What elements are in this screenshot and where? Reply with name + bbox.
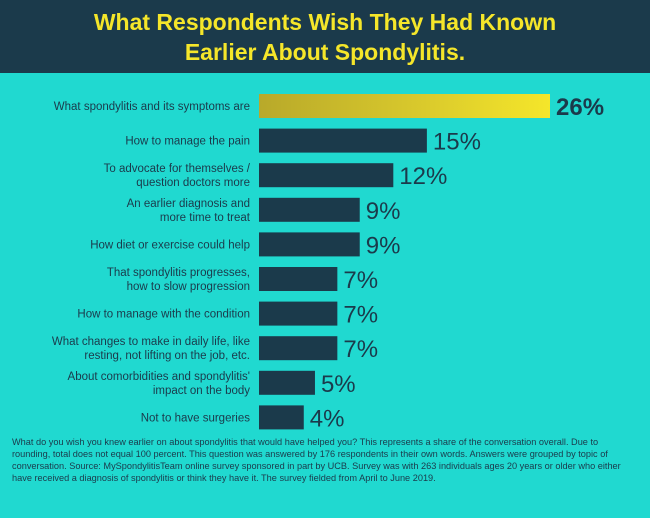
value-label-6: 7% [343,302,378,329]
value-label-7: 7% [343,336,378,363]
chart-title-line-2: Earlier About Spondylitis. [184,38,466,65]
category-label-5: That spondylitis progresses, how to slow … [107,267,250,293]
chart-title-line-1: What Respondents Wish They Had Known [93,8,557,35]
bar-7 [259,336,338,361]
value-label-3: 9% [366,198,401,225]
bar-1 [259,128,427,153]
bar-5 [259,267,338,291]
bar-4 [259,232,360,257]
category-label-8: About comorbidities and spondylitis' impa… [68,371,251,397]
category-label-9: Not to have surgeries [141,412,251,424]
category-label-1: How to manage the pain [125,136,250,148]
bar-8 [259,370,315,395]
bar-2 [259,163,394,188]
category-label-3: An earlier diagnosis and more time to tre… [127,198,251,224]
value-label-1: 15% [433,129,481,156]
value-label-0: 26% [556,94,604,121]
value-label-4: 9% [366,232,401,259]
category-label-4: How diet or exercise could help [90,239,250,251]
category-label-2: To advocate for themselves / question doc… [104,163,251,189]
bar-0 [259,94,550,118]
category-label-0: What spondylitis and its symptoms are [54,101,250,113]
bar-chart: What spondylitis and its symptoms are 26%… [52,94,604,432]
bar-6 [259,301,338,326]
value-label-5: 7% [343,267,378,294]
value-label-2: 12% [399,163,447,190]
value-label-9: 4% [310,405,345,432]
category-label-7: What changes to make in daily life, like… [52,336,250,362]
footnote: What do you wish you knew earlier on abo… [12,437,621,483]
bar-9 [259,405,304,430]
chart-header: What Respondents Wish They Had Known Ear… [0,0,650,73]
value-label-8: 5% [321,371,356,398]
bar-3 [259,197,360,222]
category-label-6: How to manage with the condition [77,309,250,321]
